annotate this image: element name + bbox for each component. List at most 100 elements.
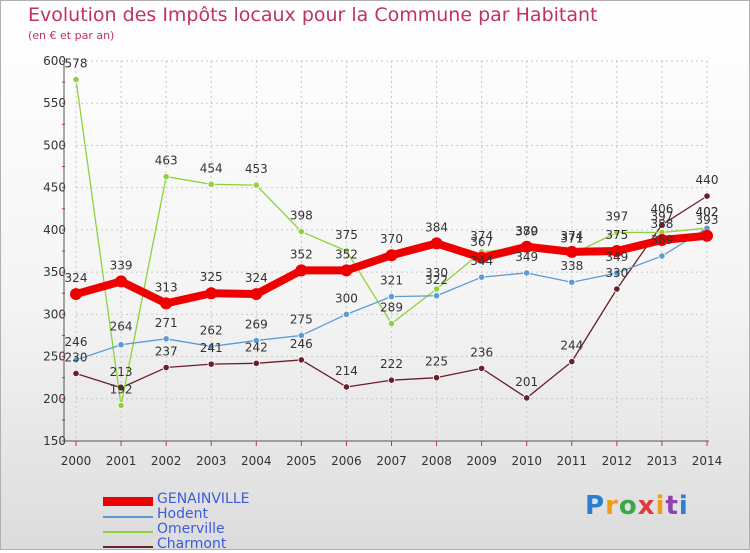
data-point-genainville: [655, 234, 668, 247]
brand-letter: i: [655, 491, 666, 521]
legend-swatch: [103, 497, 153, 506]
brand-letter: x: [637, 491, 656, 521]
x-tick-label: 2003: [196, 454, 227, 468]
data-point-genainville: [565, 245, 578, 258]
data-point-genainville: [430, 237, 443, 250]
data-label: 379: [515, 225, 538, 239]
axes: 150 200 250 300 350 400 450 500 550 600 2000 2001 20…: [43, 54, 722, 468]
data-label: 330: [605, 266, 628, 280]
x-tick-label: 2009: [466, 454, 497, 468]
legend-swatch: [103, 546, 153, 548]
data-label: 398: [290, 209, 313, 223]
data-label: 397: [605, 209, 628, 223]
data-label: 371: [560, 231, 583, 245]
x-tick-label: 2000: [61, 454, 92, 468]
x-tick-label: 2008: [421, 454, 452, 468]
data-point-charmont: [658, 221, 666, 229]
data-label: 324: [65, 271, 88, 285]
data-label: 201: [515, 375, 538, 389]
legend-label: Charmont: [157, 536, 227, 552]
x-tick-label: 2013: [647, 454, 678, 468]
x-tick-label: 2014: [692, 454, 723, 468]
data-point-genainville: [115, 275, 128, 288]
chart-title: Evolution des Impôts locaux pour la Comm…: [28, 4, 598, 26]
data-label: 241: [200, 341, 223, 355]
data-point-omerville: [162, 173, 170, 181]
data-label: 325: [200, 270, 223, 284]
data-label: 388: [650, 217, 673, 231]
data-point-genainville: [475, 251, 488, 264]
data-point-genainville: [385, 249, 398, 262]
data-label: 300: [335, 291, 358, 305]
data-point-genainville: [70, 288, 82, 301]
data-label: 375: [605, 228, 628, 242]
data-label: 374: [560, 229, 583, 243]
data-label: 321: [380, 274, 403, 288]
data-point-charmont: [478, 364, 486, 372]
legend-swatch: [103, 516, 153, 518]
brand-letter: r: [605, 491, 619, 521]
data-point-genainville: [520, 240, 533, 253]
data-label: 246: [65, 335, 88, 349]
y-tick-label: 550: [43, 96, 66, 110]
data-point-genainville: [701, 229, 713, 242]
data-point-hodent: [207, 342, 215, 351]
y-tick-label: 500: [43, 138, 66, 152]
data-point-hodent: [478, 273, 486, 281]
x-tick-label: 2010: [511, 454, 542, 468]
data-label: 339: [110, 258, 133, 272]
data-point-hodent: [342, 310, 351, 318]
data-label: 352: [335, 247, 358, 261]
data-point-hodent: [523, 269, 531, 277]
data-label: 384: [425, 220, 448, 234]
brand-letter: o: [618, 491, 638, 521]
data-point-genainville: [205, 287, 218, 300]
data-label: 230: [65, 350, 88, 364]
brand-letter: P: [585, 491, 606, 521]
series-lines: [70, 75, 713, 410]
data-label: 402: [696, 205, 719, 219]
x-tick-label: 2005: [286, 454, 317, 468]
data-label: 463: [155, 154, 178, 168]
data-point-genainville: [295, 264, 308, 277]
y-tick-label: 250: [43, 350, 66, 364]
data-point-charmont: [252, 359, 260, 367]
legend-label: GENAINVILLE: [157, 491, 250, 507]
data-label: 289: [380, 301, 403, 315]
data-point-hodent: [72, 356, 80, 364]
data-point-charmont: [523, 394, 531, 402]
data-label: 370: [380, 232, 403, 246]
legend-swatch: [103, 531, 153, 533]
data-label: 349: [605, 250, 628, 264]
data-point-charmont: [297, 356, 305, 364]
brand-letter: i: [678, 491, 689, 521]
data-point-genainville: [250, 288, 263, 301]
data-label: 402: [696, 205, 719, 219]
data-label: 322: [425, 273, 448, 287]
data-point-omerville: [342, 247, 351, 255]
chart-subtitle: (en € et par an): [28, 29, 115, 42]
data-label: 454: [200, 161, 223, 175]
data-point-omerville: [387, 320, 396, 328]
data-label: 453: [245, 162, 268, 176]
data-point-charmont: [72, 369, 80, 378]
x-tick-label: 2006: [331, 454, 362, 468]
legend-label: Hodent: [157, 506, 208, 522]
data-label: 338: [560, 259, 583, 273]
data-point-charmont: [387, 376, 396, 384]
data-label: 214: [335, 364, 358, 378]
data-point-genainville: [610, 245, 623, 257]
data-label: 246: [290, 337, 313, 351]
data-point-charmont: [613, 285, 621, 293]
data-point-omerville: [117, 401, 125, 410]
x-tick-label: 2004: [241, 454, 272, 468]
data-point-hodent: [613, 269, 621, 277]
data-label: 242: [245, 340, 268, 354]
data-point-genainville: [340, 264, 353, 277]
data-point-charmont: [703, 192, 711, 200]
data-point-hodent: [432, 292, 441, 300]
data-point-charmont: [432, 374, 441, 382]
data-label: 271: [155, 316, 178, 330]
data-label: 237: [155, 345, 178, 359]
